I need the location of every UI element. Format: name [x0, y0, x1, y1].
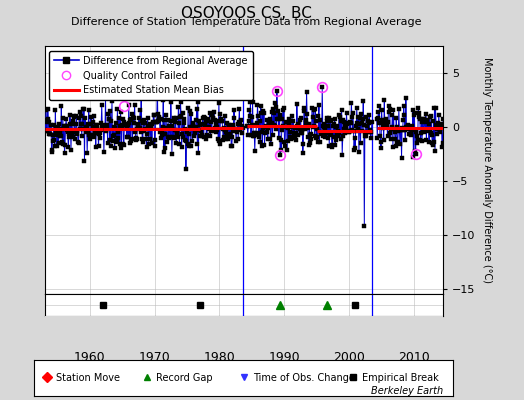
Text: OSOYOOS CS, BC: OSOYOOS CS, BC	[181, 6, 312, 21]
Text: Station Move: Station Move	[56, 373, 120, 383]
Legend: Difference from Regional Average, Quality Control Failed, Estimated Station Mean: Difference from Regional Average, Qualit…	[49, 51, 253, 100]
Text: Time of Obs. Change: Time of Obs. Change	[253, 373, 355, 383]
Text: Difference of Station Temperature Data from Regional Average: Difference of Station Temperature Data f…	[71, 17, 421, 27]
Text: Empirical Break: Empirical Break	[362, 373, 439, 383]
Text: Berkeley Earth: Berkeley Earth	[370, 386, 443, 396]
Text: Record Gap: Record Gap	[157, 373, 213, 383]
Y-axis label: Monthly Temperature Anomaly Difference (°C): Monthly Temperature Anomaly Difference (…	[482, 57, 492, 283]
